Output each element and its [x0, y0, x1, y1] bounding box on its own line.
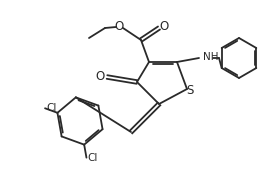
Text: NH: NH: [203, 52, 218, 62]
Text: O: O: [95, 71, 105, 83]
Text: S: S: [186, 83, 194, 96]
Text: Cl: Cl: [46, 103, 56, 113]
Text: O: O: [159, 20, 169, 33]
Text: O: O: [114, 20, 124, 33]
Text: Cl: Cl: [87, 153, 98, 163]
